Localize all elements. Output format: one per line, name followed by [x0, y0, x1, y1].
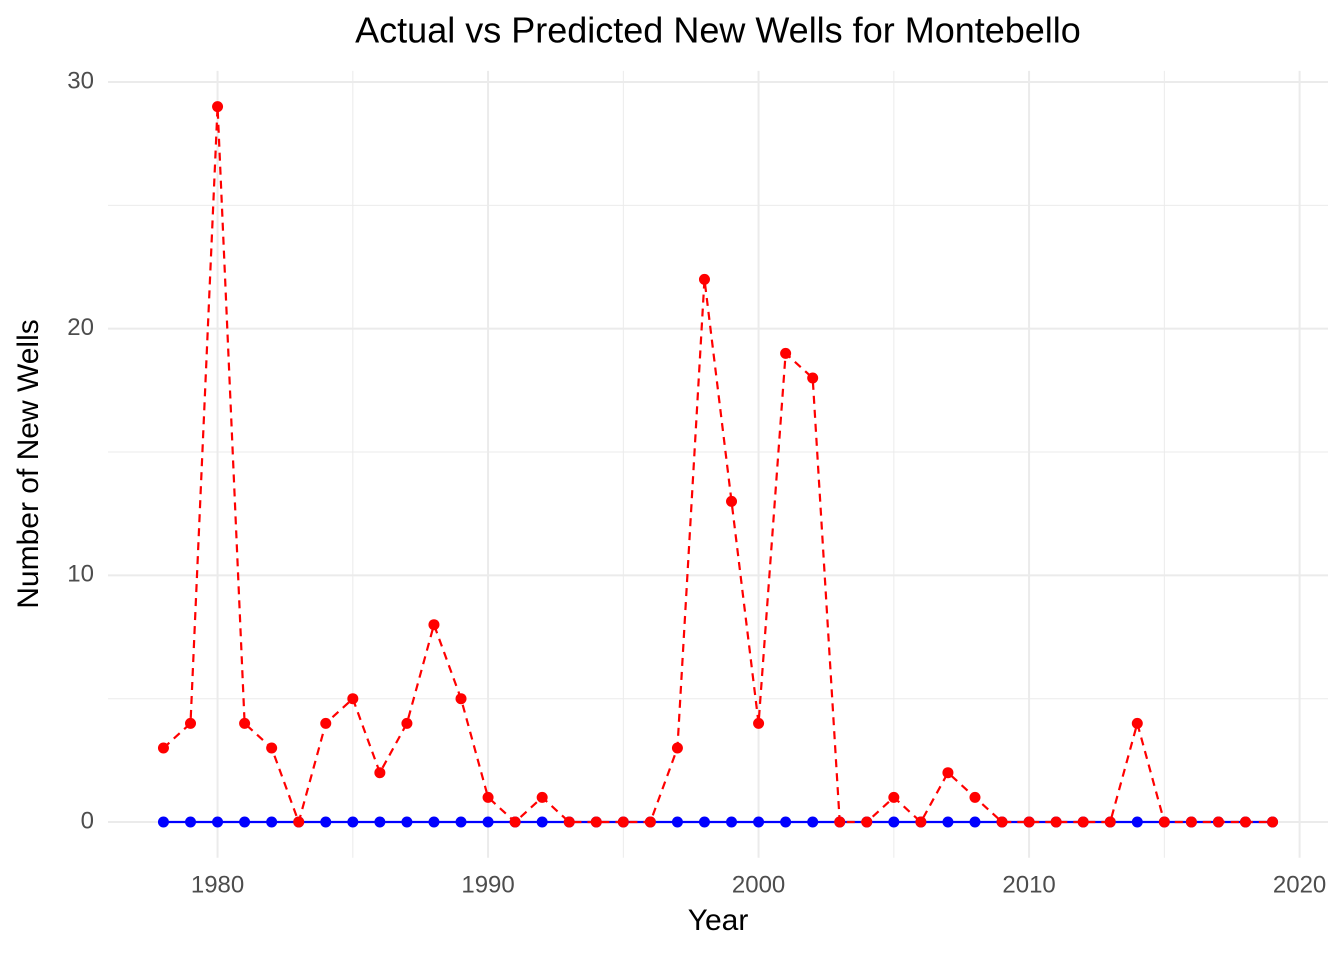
data-point: [212, 816, 224, 828]
data-point: [563, 816, 575, 828]
data-point: [509, 816, 521, 828]
data-point: [320, 816, 332, 828]
data-point: [320, 717, 332, 729]
data-point: [1131, 717, 1143, 729]
y-tick-label: 20: [67, 314, 94, 341]
data-point: [185, 816, 197, 828]
x-tick-label: 2020: [1273, 871, 1326, 898]
x-axis-title: Year: [688, 904, 749, 937]
data-point: [644, 816, 656, 828]
y-axis-title: Number of New Wells: [12, 319, 45, 609]
data-point: [185, 717, 197, 729]
data-point: [401, 816, 413, 828]
data-point: [157, 742, 169, 754]
data-point: [374, 767, 386, 779]
data-point: [698, 273, 710, 285]
data-point: [536, 816, 548, 828]
data-point: [1023, 816, 1035, 828]
data-point: [266, 816, 278, 828]
data-point: [590, 816, 602, 828]
data-point: [996, 816, 1008, 828]
data-point: [401, 717, 413, 729]
data-point: [915, 816, 927, 828]
data-point: [482, 791, 494, 803]
data-point: [1131, 816, 1143, 828]
y-tick-label: 0: [81, 807, 94, 834]
x-tick-label: 1980: [191, 871, 244, 898]
data-point: [807, 372, 819, 384]
data-point: [1239, 816, 1251, 828]
data-point: [347, 693, 359, 705]
data-point: [428, 816, 440, 828]
data-point: [1267, 816, 1279, 828]
data-point: [861, 816, 873, 828]
data-point: [780, 347, 792, 359]
x-tick-label: 2000: [732, 871, 785, 898]
data-point: [293, 816, 305, 828]
data-point: [482, 816, 494, 828]
data-point: [807, 816, 819, 828]
data-point: [374, 816, 386, 828]
data-point: [1185, 816, 1197, 828]
data-point: [455, 693, 467, 705]
data-point: [536, 791, 548, 803]
data-point: [1104, 816, 1116, 828]
data-point: [212, 101, 224, 113]
y-tick-label: 30: [67, 67, 94, 94]
data-point: [753, 717, 765, 729]
data-point: [698, 816, 710, 828]
data-point: [617, 816, 629, 828]
data-point: [888, 791, 900, 803]
data-point: [834, 816, 846, 828]
data-point: [969, 816, 981, 828]
data-point: [942, 767, 954, 779]
data-point: [239, 717, 251, 729]
data-point: [942, 816, 954, 828]
x-tick-label: 2010: [1002, 871, 1055, 898]
data-point: [726, 816, 738, 828]
series-line: [162, 106, 1273, 826]
x-tick-label: 1990: [461, 871, 514, 898]
data-point: [455, 816, 467, 828]
data-point: [1050, 816, 1062, 828]
data-point: [888, 816, 900, 828]
data-point: [780, 816, 792, 828]
data-point: [1158, 816, 1170, 828]
data-point: [1212, 816, 1224, 828]
chart-title: Actual vs Predicted New Wells for Monteb…: [355, 10, 1081, 51]
y-tick-label: 10: [67, 561, 94, 588]
data-point: [753, 816, 765, 828]
data-point: [428, 619, 440, 631]
data-point: [726, 495, 738, 507]
data-point: [157, 816, 169, 828]
data-point: [1077, 816, 1089, 828]
data-point: [266, 742, 278, 754]
data-point: [239, 816, 251, 828]
data-point: [671, 742, 683, 754]
data-point: [969, 791, 981, 803]
data-point: [347, 816, 359, 828]
data-point: [671, 816, 683, 828]
